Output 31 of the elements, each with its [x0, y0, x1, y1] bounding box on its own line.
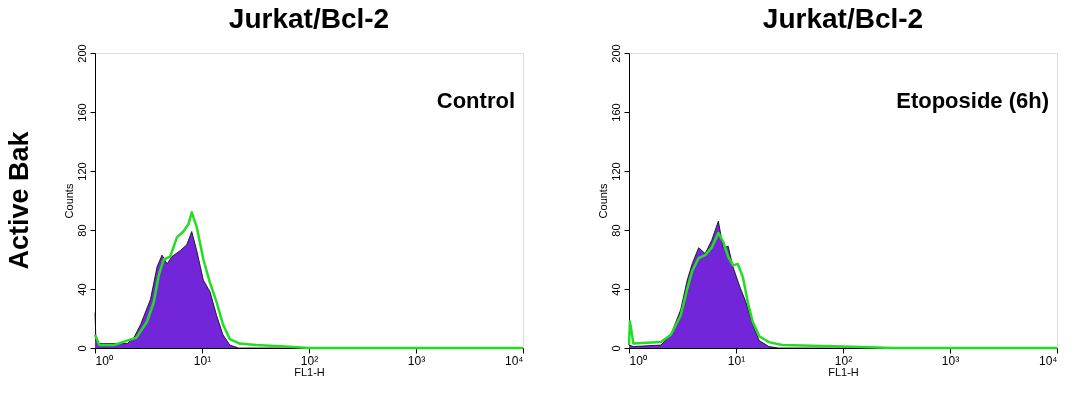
y-tick-label: 0: [609, 345, 622, 352]
y-tick-label: 120: [609, 162, 622, 181]
y-axis-title: Counts: [596, 183, 609, 219]
text: Active Bak: [4, 130, 34, 270]
y-tick-label: 200: [75, 44, 88, 63]
chart-title: Jurkat/Bcl-2: [762, 2, 924, 34]
annotation: Control: [436, 88, 515, 113]
y-tick-label: 160: [75, 103, 88, 122]
y-tick-label: 80: [609, 224, 622, 237]
x-tick-label: 10²: [300, 353, 319, 368]
y-tick-label: 0: [75, 345, 88, 352]
x-tick-label: 10³: [407, 353, 426, 368]
y-tick-label: 200: [609, 44, 622, 63]
y-tick-label: 120: [75, 162, 88, 181]
x-axis-title: FL1-H: [828, 365, 859, 378]
x-tick-label: 10⁴: [1038, 353, 1058, 368]
annotation: Etoposide (6h): [896, 88, 1049, 113]
y-axis-title: Counts: [62, 183, 75, 219]
x-tick-label: 10¹: [727, 353, 746, 368]
x-tick-label: 10²: [834, 353, 853, 368]
y-tick-label: 40: [609, 283, 622, 296]
chart-title: Jurkat/Bcl-2: [228, 2, 390, 34]
x-tick-label: 10⁰: [95, 353, 113, 368]
y-tick-label: 160: [609, 103, 622, 122]
x-tick-label: 10³: [941, 353, 960, 368]
x-axis-title: FL1-H: [294, 365, 325, 378]
x-tick-label: 10⁰: [629, 353, 647, 368]
y-tick-label: 40: [75, 283, 88, 296]
y-tick-label: 80: [75, 224, 88, 237]
x-tick-label: 10¹: [193, 353, 212, 368]
x-tick-label: 10⁴: [504, 353, 524, 368]
